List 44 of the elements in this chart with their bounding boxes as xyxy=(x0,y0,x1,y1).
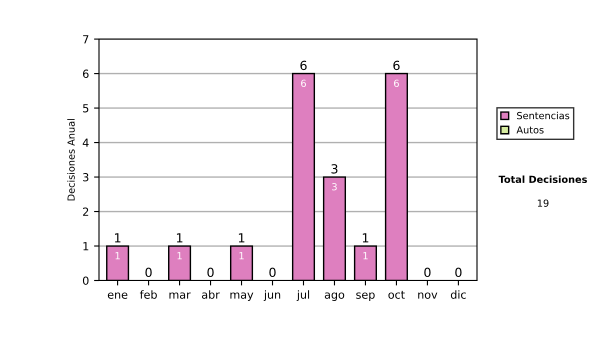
y-tick-label: 5 xyxy=(83,104,88,112)
x-tick-label: ene xyxy=(108,292,128,299)
total-label: 1 xyxy=(362,233,368,242)
y-tick-label: 2 xyxy=(83,208,88,216)
total-label: 0 xyxy=(424,268,431,278)
data-label: 1 xyxy=(178,252,182,260)
total-label: 3 xyxy=(331,164,338,174)
x-tick-label: feb xyxy=(140,290,157,299)
total-label: 1 xyxy=(238,233,244,242)
data-label: 1 xyxy=(240,252,244,260)
x-tick-label: jun xyxy=(264,290,280,301)
legend-label: Autos xyxy=(516,126,544,134)
y-tick-label: 4 xyxy=(82,138,89,147)
total-label: 6 xyxy=(300,60,307,70)
text: 19 xyxy=(538,199,548,207)
x-tick-label: mar xyxy=(169,292,191,299)
data-label: 6 xyxy=(394,80,399,87)
legend-label: Sentencias xyxy=(517,112,570,120)
text: Total Decisiones xyxy=(498,175,587,184)
data-label: 3 xyxy=(332,183,337,190)
total-label: 0 xyxy=(207,268,214,278)
data-label: 6 xyxy=(301,80,306,87)
total-label: 1 xyxy=(176,233,182,242)
x-tick-label: ago xyxy=(324,292,344,301)
total-label: 1 xyxy=(114,233,120,242)
x-tick-label: nov xyxy=(418,292,438,299)
y-tick-label: 3 xyxy=(83,173,88,182)
y-axis-title: Decisiones Anual xyxy=(67,119,75,200)
x-tick-label: dic xyxy=(450,290,466,299)
total-label: 6 xyxy=(393,60,400,70)
y-tick-label: 7 xyxy=(83,35,88,44)
total-label: 0 xyxy=(269,268,276,278)
x-tick-label: may xyxy=(230,292,254,301)
total-label: 0 xyxy=(145,268,152,278)
x-tick-label: sep xyxy=(356,292,375,301)
data-label: 1 xyxy=(363,252,368,260)
data-label: 1 xyxy=(116,252,120,260)
y-tick-label: 0 xyxy=(82,276,89,285)
x-tick-label: abr xyxy=(202,290,220,299)
y-tick-label: 6 xyxy=(82,70,89,78)
y-tick-label: 1 xyxy=(83,242,88,250)
x-tick-label: oct xyxy=(388,290,405,299)
x-tick-label: jul xyxy=(296,290,310,301)
total-label: 0 xyxy=(455,268,462,278)
